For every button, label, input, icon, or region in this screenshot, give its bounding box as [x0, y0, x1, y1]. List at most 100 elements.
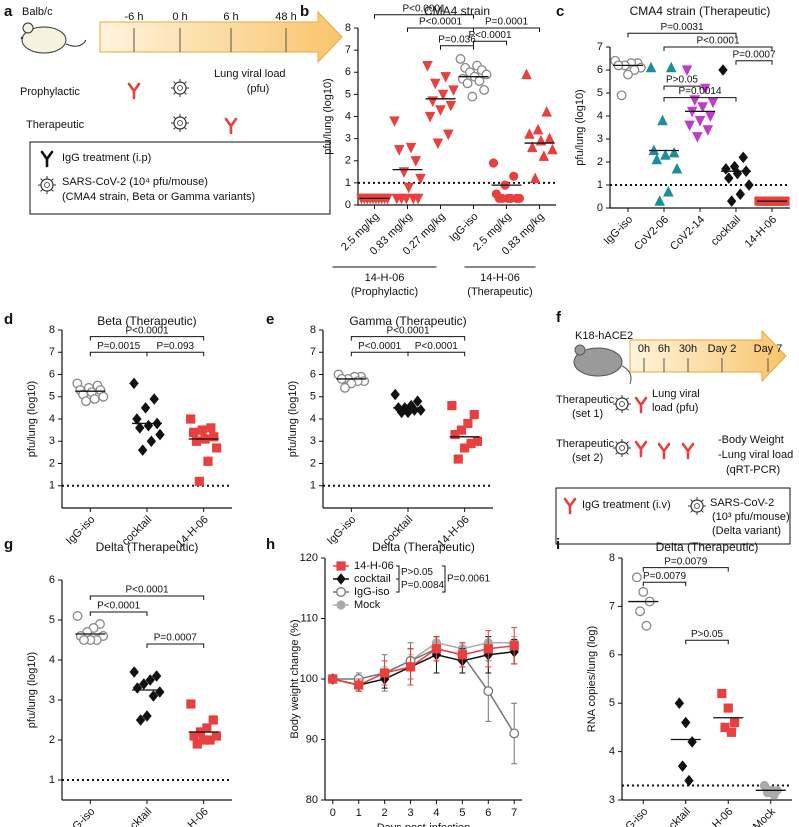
y-tick-label: 4	[49, 654, 55, 666]
panel-letter: f	[556, 309, 562, 326]
host: K18-hACE2	[575, 330, 633, 342]
dot	[538, 150, 550, 161]
dot	[769, 790, 779, 800]
dot	[132, 413, 142, 425]
group-note: (Therapeutic)	[467, 286, 532, 298]
dot	[651, 153, 663, 165]
dot	[469, 409, 479, 420]
dot	[203, 456, 213, 466]
significance-bracket	[663, 46, 773, 51]
y-tick-label: 7	[345, 44, 351, 56]
p-value: P=0.0079	[664, 556, 708, 567]
significance-bracket	[89, 595, 205, 600]
dot	[705, 111, 716, 122]
dot	[457, 650, 467, 660]
y-tick-label: 1	[49, 774, 55, 786]
significance-bracket	[442, 565, 446, 593]
x-tick-label: cocktail	[658, 806, 692, 827]
dot	[497, 193, 507, 203]
dot	[424, 111, 436, 123]
y-tick-label: 7	[597, 41, 603, 53]
dot	[137, 444, 148, 456]
dot	[483, 686, 494, 697]
y-tick-label: 6	[49, 574, 55, 586]
dot	[401, 193, 412, 205]
y-tick-label: 3	[310, 435, 316, 447]
dot	[393, 145, 405, 156]
dot	[744, 179, 754, 191]
virus-icon	[37, 175, 57, 195]
antibody-icon	[634, 440, 648, 458]
dot	[541, 106, 553, 117]
dot	[149, 393, 159, 405]
y-tick-label: 8	[345, 22, 351, 34]
dot	[699, 83, 711, 95]
dot	[726, 195, 737, 207]
dot	[544, 132, 555, 144]
significance-bracket	[89, 351, 148, 357]
dot	[524, 128, 535, 139]
dot	[697, 102, 708, 113]
significance-bracket	[146, 351, 205, 357]
y-tick-label: 8	[609, 552, 615, 564]
p-value: P<0.0001	[415, 341, 459, 352]
y-axis-label: pfu/lung (log10)	[287, 381, 299, 457]
p-value: P=0.0015	[97, 341, 141, 352]
p-value: P<0.0001	[125, 585, 169, 596]
dot	[78, 635, 89, 645]
dot	[440, 72, 451, 83]
chart-title: Gamma (Therapeutic)	[349, 314, 466, 328]
row-label: (set 1)	[572, 408, 603, 420]
legend-marker	[336, 573, 346, 585]
dot	[687, 736, 697, 748]
significance-bracket	[350, 351, 409, 357]
dot	[140, 402, 151, 414]
dot	[396, 406, 407, 419]
diagram-a: a Balb/c -6 h 0 h 6 h 48 h Lung viral lo…	[4, 3, 343, 215]
dot	[435, 105, 446, 116]
p-value: P<0.0001	[125, 325, 169, 336]
group-label: 14-H-06	[480, 272, 520, 284]
host: Balb/c	[22, 6, 53, 18]
dot	[671, 162, 683, 174]
dot	[151, 670, 162, 682]
dot	[148, 690, 159, 702]
x-tick-label: CoV2-06	[632, 214, 671, 253]
significance-bracket	[642, 567, 729, 572]
chart-title: Delta (Therapeutic)	[372, 540, 475, 554]
x-tick-label: CoV2-14	[668, 214, 707, 253]
x-tick-label: 0	[330, 807, 336, 819]
group-note: (Prophylactic)	[351, 286, 418, 298]
legend-text: (10³ pfu/mouse)	[712, 511, 790, 523]
y-tick-label: 5	[609, 697, 615, 709]
legend-label: cocktail	[354, 573, 391, 585]
y-tick-label: 5	[597, 87, 603, 99]
dot	[380, 668, 390, 678]
legend-marker	[336, 600, 346, 610]
y-tick-label: 4	[345, 110, 351, 122]
dot	[509, 728, 520, 739]
y-axis-label: pfu/lung (log10)	[322, 78, 334, 154]
legend-marker	[336, 561, 346, 571]
p-value: P=0.0031	[660, 22, 704, 33]
dot	[206, 423, 216, 433]
y-tick-label: 2	[345, 155, 351, 167]
legend-text: SARS-CoV-2	[710, 497, 774, 509]
p-value: P=0.0084	[401, 580, 445, 591]
row-label: (set 2)	[572, 452, 603, 464]
dot	[410, 156, 422, 167]
significance-bracket	[407, 27, 474, 32]
p-value: P=0.0061	[447, 574, 491, 585]
dot	[129, 666, 139, 678]
dot	[431, 644, 442, 654]
y-tick-label: 1	[310, 480, 316, 492]
virus-icon	[612, 394, 632, 414]
dot	[509, 641, 519, 651]
dot	[412, 193, 424, 205]
dot	[430, 78, 441, 90]
x-tick-label: 1	[356, 807, 362, 819]
dot	[354, 680, 364, 690]
dot	[460, 443, 470, 453]
x-tick-label: IgG-iso	[602, 214, 636, 248]
dot	[645, 61, 657, 73]
